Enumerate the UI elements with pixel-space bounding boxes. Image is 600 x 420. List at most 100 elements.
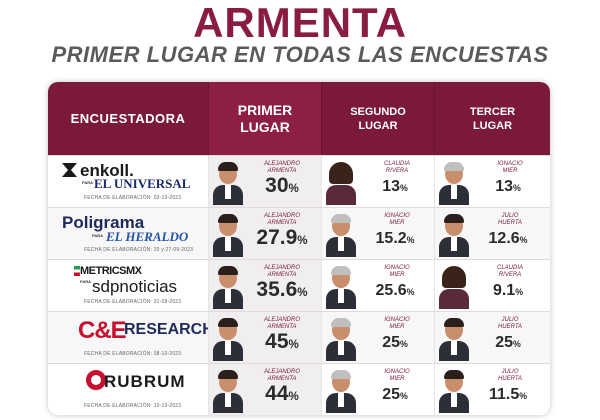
table-row: C&E RESEARCH FECHA DE ELABORACIÓN: 08-10-… [48,311,550,363]
candidate-name: ALEJANDRO ARMENTA [263,265,300,278]
first-place-cell: ALEJANDRO ARMENTA 27.9% [208,208,321,259]
header-segundo-lugar: SEGUNDO LUGAR [321,82,434,155]
candidate-photo [439,317,469,361]
candidate-photo [213,317,243,361]
poll-date: FECHA DE ELABORACIÓN: 08-10-2023 [84,351,182,357]
candidate-percentage: 9.1% [492,282,524,299]
candidate-percentage: 25.6% [375,282,415,299]
candidate-photo [326,317,356,361]
first-place-cell: ALEJANDRO ARMENTA 30% [208,156,321,207]
candidate-name: JULIO HUERTA [497,213,523,226]
candidate-name: ALEJANDRO ARMENTA [263,369,300,382]
candidate-percentage: 11.5% [488,386,528,403]
rubrum-logo-icon [86,370,106,390]
third-place-cell: CLAUDIA RIVERA 9.1% [434,260,550,311]
candidate-photo [326,369,356,413]
candidate-photo [213,161,243,205]
candidate-percentage: 25% [382,334,408,351]
pollster-name: enkoll. [80,161,134,180]
third-place-cell: JULIO HUERTA 11.5% [434,364,550,415]
header-tercer-lugar: TERCER LUGAR [434,82,550,155]
media-name: sdpnoticias [92,277,178,296]
candidate-percentage: 44% [265,382,299,405]
header-primer-lugar: PRIMER LUGAR [208,82,321,155]
first-place-cell: ALEJANDRO ARMENTA 44% [208,364,321,415]
enkoll-logo-icon [62,163,77,177]
third-place-cell: JULIO HUERTA 12.6% [434,208,550,259]
candidate-photo [213,369,243,413]
candidate-percentage: 12.6% [488,230,528,247]
candidate-name: IGNACIO MIER [384,213,410,226]
candidate-name: ALEJANDRO ARMENTA [263,317,300,330]
candidate-photo [439,265,469,309]
candidate-name: CLAUDIA RIVERA [496,265,523,278]
pollster-name: RUBRUM [104,372,186,391]
candidate-name: IGNACIO MIER [497,161,523,174]
table-row: Poligrama PARA EL HERALDO FECHA DE ELABORA… [48,207,550,259]
candidate-photo [439,369,469,413]
candidate-percentage: 25% [382,386,408,403]
first-place-cell: ALEJANDRO ARMENTA 35.6% [208,260,321,311]
subtitle: PRIMER LUGAR EN TODAS LAS ENCUESTAS [51,42,549,67]
table-row: METRICSMX PARA sdpnoticias FECHA DE ELABOR… [48,259,550,311]
table-body: enkoll. PARA EL UNIVERSAL FECHA DE ELABORA… [48,155,550,415]
second-place-cell: IGNACIO MIER 25% [321,364,434,415]
media-name: RESEARCH [124,321,214,338]
pollster-cell: enkoll. PARA EL UNIVERSAL FECHA DE ELABORA… [48,156,208,207]
metrics-logo-icon [74,266,80,276]
candidate-percentage: 45% [265,330,299,353]
candidate-percentage: 13% [382,178,408,195]
pollster-name: C&E [78,317,127,344]
candidate-photo [326,265,356,309]
third-place-cell: JULIO HUERTA 25% [434,312,550,363]
candidate-photo [439,213,469,257]
candidate-photo [213,265,243,309]
candidate-photo [326,213,356,257]
poll-table: ENCUESTADORA PRIMER LUGAR SEGUNDO LUGAR TE… [48,82,550,415]
second-place-cell: CLAUDIA RIVERA 13% [321,156,434,207]
pollster-cell: METRICSMX PARA sdpnoticias FECHA DE ELABOR… [48,260,208,311]
candidate-name: JULIO HUERTA [497,317,523,330]
candidate-photo [326,161,356,205]
pollster-para: PARA [92,233,104,238]
pollster-cell: Poligrama PARA EL HERALDO FECHA DE ELABORA… [48,208,208,259]
poll-date: FECHA DE ELABORACIÓN: 10-10-2023 [84,403,182,409]
pollster-logo: C&E RESEARCH [62,317,214,347]
candidate-photo [213,213,243,257]
pollster-name: METRICSMX [80,265,142,277]
pollster-para: PARA [82,180,94,185]
poll-date: FECHA DE ELABORACIÓN: 20 y 27-09-2023 [84,247,194,253]
pollster-cell: C&E RESEARCH FECHA DE ELABORACIÓN: 08-10-… [48,312,214,363]
pollster-logo: METRICSMX PARA sdpnoticias [62,265,202,296]
pollster-logo: Poligrama PARA EL HERALDO [62,213,202,244]
main-title: ARMENTA [193,0,407,46]
table-row: RUBRUM FECHA DE ELABORACIÓN: 10-10-2023 … [48,363,550,415]
media-name: EL UNIVERSAL [94,176,191,191]
first-place-cell: ALEJANDRO ARMENTA 45% [208,312,321,363]
candidate-percentage: 27.9% [256,226,308,249]
media-name: EL HERALDO [106,229,189,244]
pollster-logo: enkoll. PARA EL UNIVERSAL [62,161,202,191]
pollster-para: PARA [80,279,92,284]
pollster-logo: RUBRUM [62,369,202,399]
pollster-cell: RUBRUM FECHA DE ELABORACIÓN: 10-10-2023 [48,364,208,415]
candidate-name: CLAUDIA RIVERA [383,161,410,174]
second-place-cell: IGNACIO MIER 25% [321,312,434,363]
poll-date: FECHA DE ELABORACIÓN: 31-08-2023 [84,299,182,305]
candidate-percentage: 13% [495,178,521,195]
candidate-percentage: 35.6% [256,278,308,301]
second-place-cell: IGNACIO MIER 25.6% [321,260,434,311]
candidate-name: IGNACIO MIER [384,265,410,278]
candidate-percentage: 25% [495,334,521,351]
candidate-name: IGNACIO MIER [384,369,410,382]
table-header: ENCUESTADORA PRIMER LUGAR SEGUNDO LUGAR TE… [48,82,550,155]
candidate-name: ALEJANDRO ARMENTA [263,213,300,226]
candidate-percentage: 30% [265,174,299,197]
candidate-name: JULIO HUERTA [497,369,523,382]
table-row: enkoll. PARA EL UNIVERSAL FECHA DE ELABORA… [48,155,550,207]
poll-date: FECHA DE ELABORACIÓN: 03-10-2023 [84,195,182,201]
header-encuestadora: ENCUESTADORA [48,82,208,155]
third-place-cell: IGNACIO MIER 13% [434,156,550,207]
candidate-name: IGNACIO MIER [384,317,410,330]
candidate-photo [439,161,469,205]
